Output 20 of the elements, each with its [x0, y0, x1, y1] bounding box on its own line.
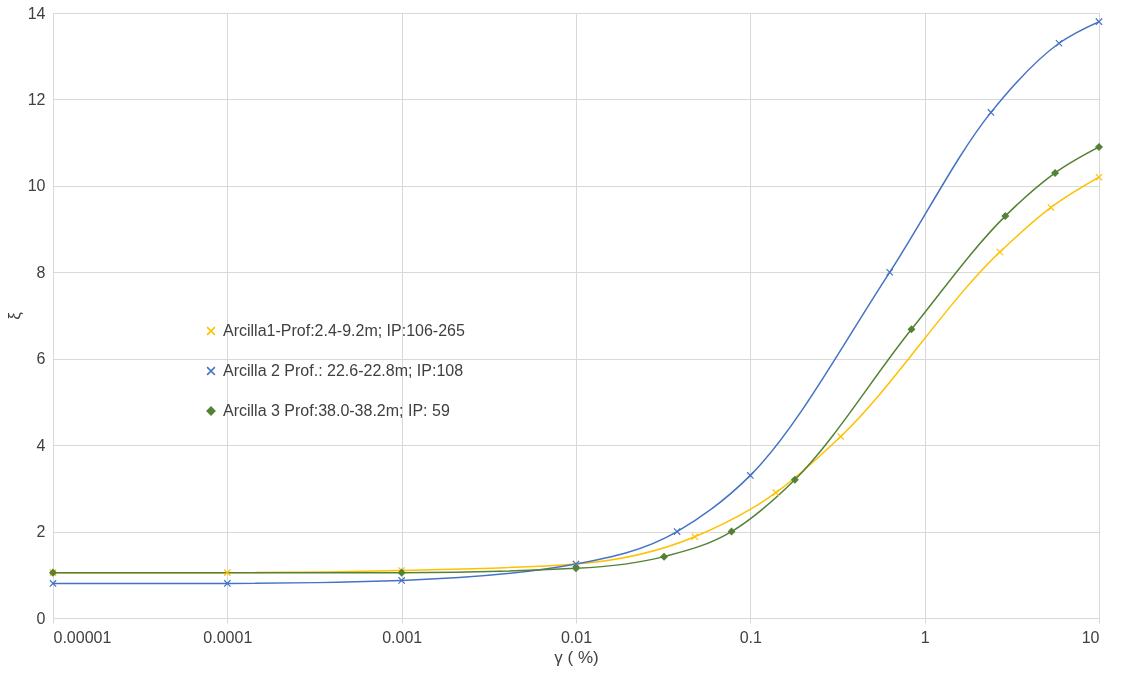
- x-axis-title: γ ( %): [554, 647, 599, 667]
- legend-label: Arcilla 3 Prof:38.0-38.2m; IP: 59: [223, 402, 450, 419]
- y-tick-label: 12: [27, 90, 46, 108]
- y-tick-label: 2: [36, 523, 46, 541]
- legend-label: Arcilla1-Prof:2.4-9.2m; IP:106-265: [223, 322, 465, 339]
- legend-label: Arcilla 2 Prof.: 22.6-22.8m; IP:108: [223, 362, 464, 379]
- y-tick-label: 4: [36, 436, 46, 454]
- x-tick-label: 10: [1081, 628, 1100, 646]
- x-tick-label: 0.01: [560, 628, 593, 646]
- y-tick-label: 10: [27, 177, 46, 195]
- x-tick-label: 0.00001: [53, 628, 112, 646]
- x-tick-label: 1: [920, 628, 930, 646]
- x-tick-label: 0.0001: [203, 628, 253, 646]
- y-tick-label: 6: [36, 350, 46, 368]
- y-axis-title: ξ: [4, 311, 24, 320]
- x-tick-label: 0.001: [382, 628, 423, 646]
- y-tick-label: 14: [27, 4, 46, 22]
- y-tick-label: 0: [36, 609, 46, 627]
- y-tick-label: 8: [36, 263, 46, 281]
- x-tick-label: 0.1: [739, 628, 763, 646]
